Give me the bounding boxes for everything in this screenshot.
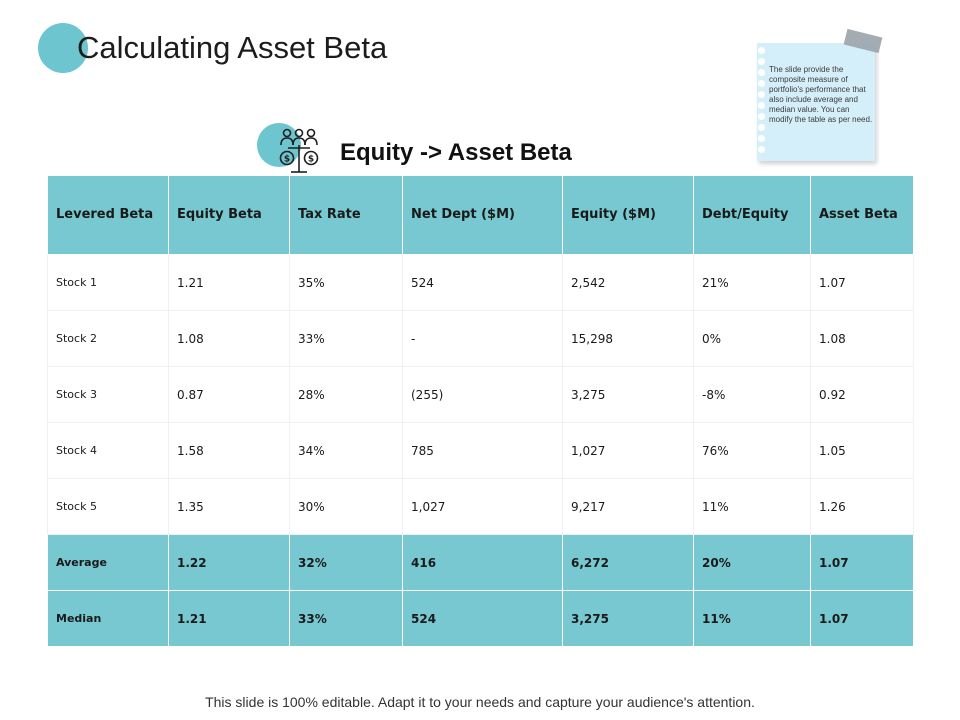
table-cell: 9,217 xyxy=(562,478,694,535)
header-cell: Equity Beta xyxy=(168,175,290,255)
table-cell: 76% xyxy=(693,422,811,479)
summary-cell: 1.22 xyxy=(168,534,290,591)
table-cell: 2,542 xyxy=(562,254,694,311)
title-bullet-icon xyxy=(38,23,88,73)
table-subtitle: Equity -> Asset Beta xyxy=(340,139,572,166)
svg-text:$: $ xyxy=(284,155,290,165)
table-cell: 1.35 xyxy=(168,478,290,535)
table-cell: 1.58 xyxy=(168,422,290,479)
table-summary: Average 1.22 32% 416 6,272 20% 1.07 Medi… xyxy=(47,534,914,647)
header-cell: Asset Beta xyxy=(810,175,914,255)
table-row: Stock 5 1.35 30% 1,027 9,217 11% 1.26 xyxy=(47,478,914,535)
summary-cell: 1.07 xyxy=(810,534,914,591)
header-cell: Tax Rate xyxy=(289,175,403,255)
table-cell: 30% xyxy=(289,478,403,535)
table-cell: 28% xyxy=(289,366,403,423)
table-cell: Stock 5 xyxy=(47,478,169,535)
table-cell: 34% xyxy=(289,422,403,479)
summary-cell: 524 xyxy=(402,590,563,647)
table-cell: 1.21 xyxy=(168,254,290,311)
table-cell: 1.08 xyxy=(168,310,290,367)
table-cell: 1,027 xyxy=(402,478,563,535)
slide-title: Calculating Asset Beta xyxy=(77,30,388,65)
summary-row-average: Average 1.22 32% 416 6,272 20% 1.07 xyxy=(47,534,914,591)
table-row: Stock 2 1.08 33% - 15,298 0% 1.08 xyxy=(47,310,914,367)
table-cell: 0.87 xyxy=(168,366,290,423)
table-cell: 1.08 xyxy=(810,310,914,367)
summary-cell: 1.21 xyxy=(168,590,290,647)
table-cell: Stock 2 xyxy=(47,310,169,367)
table-body: Stock 1 1.21 35% 524 2,542 21% 1.07 Stoc… xyxy=(47,254,914,535)
table-cell: 1.05 xyxy=(810,422,914,479)
header-cell: Net Dept ($M) xyxy=(402,175,563,255)
summary-cell: Median xyxy=(47,590,169,647)
summary-cell: 32% xyxy=(289,534,403,591)
asset-beta-table: Levered Beta Equity Beta Tax Rate Net De… xyxy=(47,175,914,647)
table-cell: 15,298 xyxy=(562,310,694,367)
summary-cell: 20% xyxy=(693,534,811,591)
summary-cell: Average xyxy=(47,534,169,591)
table-cell: 785 xyxy=(402,422,563,479)
table-header: Levered Beta Equity Beta Tax Rate Net De… xyxy=(47,175,914,255)
summary-cell: 416 xyxy=(402,534,563,591)
table-cell: 1.07 xyxy=(810,254,914,311)
table-cell: Stock 4 xyxy=(47,422,169,479)
table-cell: - xyxy=(402,310,563,367)
table-cell: 35% xyxy=(289,254,403,311)
header-row: Levered Beta Equity Beta Tax Rate Net De… xyxy=(47,175,914,255)
table-cell: 1.26 xyxy=(810,478,914,535)
summary-row-median: Median 1.21 33% 524 3,275 11% 1.07 xyxy=(47,590,914,647)
table-cell: 1,027 xyxy=(562,422,694,479)
table-cell: (255) xyxy=(402,366,563,423)
header-cell: Levered Beta xyxy=(47,175,169,255)
table-cell: -8% xyxy=(693,366,811,423)
table-row: Stock 4 1.58 34% 785 1,027 76% 1.05 xyxy=(47,422,914,479)
header-cell: Equity ($M) xyxy=(562,175,694,255)
table-cell: 33% xyxy=(289,310,403,367)
summary-cell: 6,272 xyxy=(562,534,694,591)
table-cell: Stock 1 xyxy=(47,254,169,311)
table-cell: Stock 3 xyxy=(47,366,169,423)
note-text: The slide provide the composite measure … xyxy=(769,65,873,124)
table-cell: 3,275 xyxy=(562,366,694,423)
table-row: Stock 1 1.21 35% 524 2,542 21% 1.07 xyxy=(47,254,914,311)
note-binding-holes xyxy=(757,47,767,159)
table-cell: 0.92 xyxy=(810,366,914,423)
summary-cell: 11% xyxy=(693,590,811,647)
table-cell: 0% xyxy=(693,310,811,367)
header-cell: Debt/Equity xyxy=(693,175,811,255)
table-cell: 524 xyxy=(402,254,563,311)
investors-money-scale-icon: $ $ xyxy=(279,128,319,173)
footer-caption: This slide is 100% editable. Adapt it to… xyxy=(205,694,755,710)
summary-cell: 1.07 xyxy=(810,590,914,647)
svg-text:$: $ xyxy=(308,155,314,165)
table-cell: 21% xyxy=(693,254,811,311)
summary-cell: 3,275 xyxy=(562,590,694,647)
table-row: Stock 3 0.87 28% (255) 3,275 -8% 0.92 xyxy=(47,366,914,423)
summary-cell: 33% xyxy=(289,590,403,647)
sticky-note: The slide provide the composite measure … xyxy=(757,43,875,161)
table-cell: 11% xyxy=(693,478,811,535)
